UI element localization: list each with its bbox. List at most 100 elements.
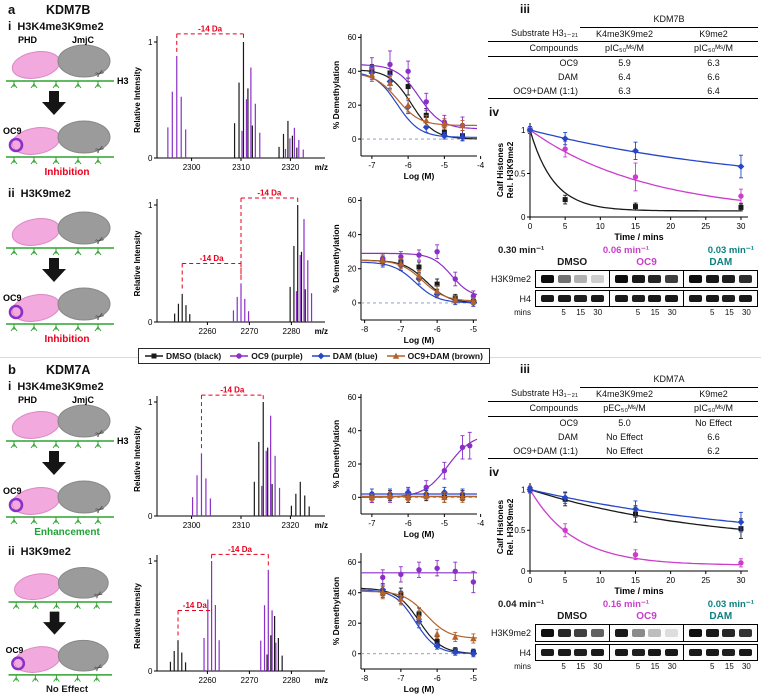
panel-b-iv-label: iv	[489, 465, 500, 479]
blot-band	[591, 629, 605, 637]
svg-text:-14 Da: -14 Da	[228, 545, 253, 554]
blot-band	[614, 275, 628, 283]
legend-item: OC9+DAM (brown)	[386, 351, 483, 361]
blot-row-label: H4	[519, 293, 531, 304]
blot-band	[591, 649, 605, 656]
svg-text:m/z: m/z	[315, 521, 328, 530]
table-cell: K9me2	[669, 27, 758, 43]
svg-text:Log (M): Log (M)	[404, 684, 435, 694]
svg-text:OC9: OC9	[3, 126, 22, 136]
jmjc-domain-shape	[57, 287, 111, 321]
row-a-i-index: i	[8, 19, 12, 33]
blot-band	[557, 649, 571, 656]
blot-column-label: OC9	[636, 257, 657, 268]
svg-text:Inhibition: Inhibition	[45, 167, 90, 178]
blot-band	[614, 295, 628, 302]
svg-text:% Demethylation: % Demethylation	[331, 61, 341, 130]
lane-time-label: 30	[741, 308, 751, 317]
dose-response-chart-a-i: 0 20 40 60 -7 -6 -5 -4 % Demethylation Log (M)	[331, 33, 485, 181]
blot-band	[688, 629, 702, 637]
blot-band	[648, 295, 662, 302]
blot-band	[665, 295, 679, 302]
legend-item-label: OC9 (purple)	[251, 351, 303, 361]
svg-text:10: 10	[596, 222, 605, 231]
rate-constant: 0.16 min⁻¹	[602, 599, 650, 610]
row-b-ii-substrate: H3K9me2	[20, 546, 71, 558]
svg-text:0.5: 0.5	[514, 526, 526, 535]
svg-text:60: 60	[348, 33, 357, 42]
blot-band	[665, 275, 679, 283]
down-arrow-icon	[42, 258, 66, 282]
lane-time-label: 15	[576, 308, 586, 317]
rate-constant: 0.04 min⁻¹	[498, 599, 545, 610]
results-table-kdm7a: KDM7A Substrate H3₁₋₂₁ K4me3K9me2 K9me2 Co…	[488, 373, 758, 460]
blot-band	[574, 275, 588, 283]
svg-text:20: 20	[348, 265, 357, 274]
svg-text:0.5: 0.5	[514, 169, 526, 178]
row-b-ii-index: ii	[8, 544, 15, 558]
table-cell: K4me3K9me2	[580, 387, 669, 403]
phd-domain-shape	[11, 411, 61, 439]
panel-b-iii-label: iii	[520, 362, 531, 376]
rate-constant: 0.03 min⁻¹	[707, 599, 754, 610]
svg-text:Relative Intensity: Relative Intensity	[133, 583, 142, 649]
svg-text:-7: -7	[397, 674, 405, 683]
svg-text:20: 20	[348, 619, 357, 628]
svg-text:H3: H3	[117, 76, 129, 86]
table-cell	[488, 373, 580, 387]
blot-column-label: DMSO	[557, 257, 588, 268]
svg-text:1: 1	[521, 126, 526, 135]
western-blot-b: DMSO OC9 DAM H3K9me2 H4 mins 5 15 30 5 15 30 5 15 30	[489, 611, 758, 671]
svg-text:5: 5	[563, 222, 568, 231]
lane-time-label: 30	[667, 662, 677, 671]
jmjc-domain-shape	[57, 404, 111, 438]
table-cell: K4me3K9me2	[580, 27, 669, 43]
svg-text:OC9: OC9	[6, 645, 24, 655]
svg-text:2320: 2320	[282, 521, 300, 530]
svg-text:-14 Da: -14 Da	[200, 254, 225, 263]
row-b-ii-header: ii H3K9me2	[8, 544, 71, 558]
lane-time-label: 30	[667, 308, 677, 317]
svg-text:0: 0	[352, 135, 357, 144]
oc9-ligand-ring	[8, 304, 24, 320]
svg-text:60: 60	[348, 196, 357, 205]
blot-column-label: DAM	[709, 611, 733, 622]
row-a-i-header: i H3K4me3K9me2	[8, 19, 104, 33]
oc9-ligand-ring	[11, 656, 26, 671]
table-cell: 6.3	[707, 58, 720, 69]
legend-item-label: DMSO (black)	[166, 351, 222, 361]
svg-text:1: 1	[148, 38, 153, 47]
down-arrow-icon	[42, 91, 66, 115]
svg-text:-5: -5	[441, 161, 449, 170]
phd-domain-shape	[11, 218, 61, 246]
blot-band	[648, 275, 662, 283]
table-cell: OC9+DAM (1:1)	[488, 84, 580, 100]
svg-text:2260: 2260	[199, 676, 217, 685]
svg-text:40: 40	[348, 426, 357, 435]
western-blot-a: DMSO OC9 DAM H3K9me2 H4 mins 5 15 30 5 15 30 5 15 30	[489, 257, 758, 317]
blot-band	[574, 295, 588, 302]
svg-text:m/z: m/z	[315, 327, 328, 336]
table-cell: DAM	[558, 431, 578, 442]
svg-text:15: 15	[631, 576, 640, 585]
rate-constant: 0.03 min⁻¹	[707, 245, 754, 256]
panel-a-label: a	[8, 2, 16, 17]
table-cell: 5.9	[618, 58, 631, 69]
svg-text:-5: -5	[470, 325, 478, 334]
lane-time-label: 30	[593, 662, 603, 671]
svg-text:0: 0	[528, 222, 533, 231]
phd-domain-shape	[11, 51, 61, 79]
lane-time-label: 30	[741, 662, 751, 671]
svg-text:Enhancement: Enhancement	[34, 527, 100, 538]
blot-band	[722, 275, 736, 283]
blot-row-label: H4	[519, 647, 531, 658]
dose-response-chart-b-ii: 0 20 40 60 -8 -7 -6 -5 % Demethylation Log (M)	[331, 553, 477, 694]
blot-band	[631, 649, 645, 656]
jmjc-domain-shape	[57, 639, 109, 672]
table-cell: DAM	[558, 71, 578, 82]
table-cell: 6.6	[707, 71, 720, 82]
svg-text:Log (M): Log (M)	[404, 335, 435, 345]
blot-band	[540, 649, 554, 656]
